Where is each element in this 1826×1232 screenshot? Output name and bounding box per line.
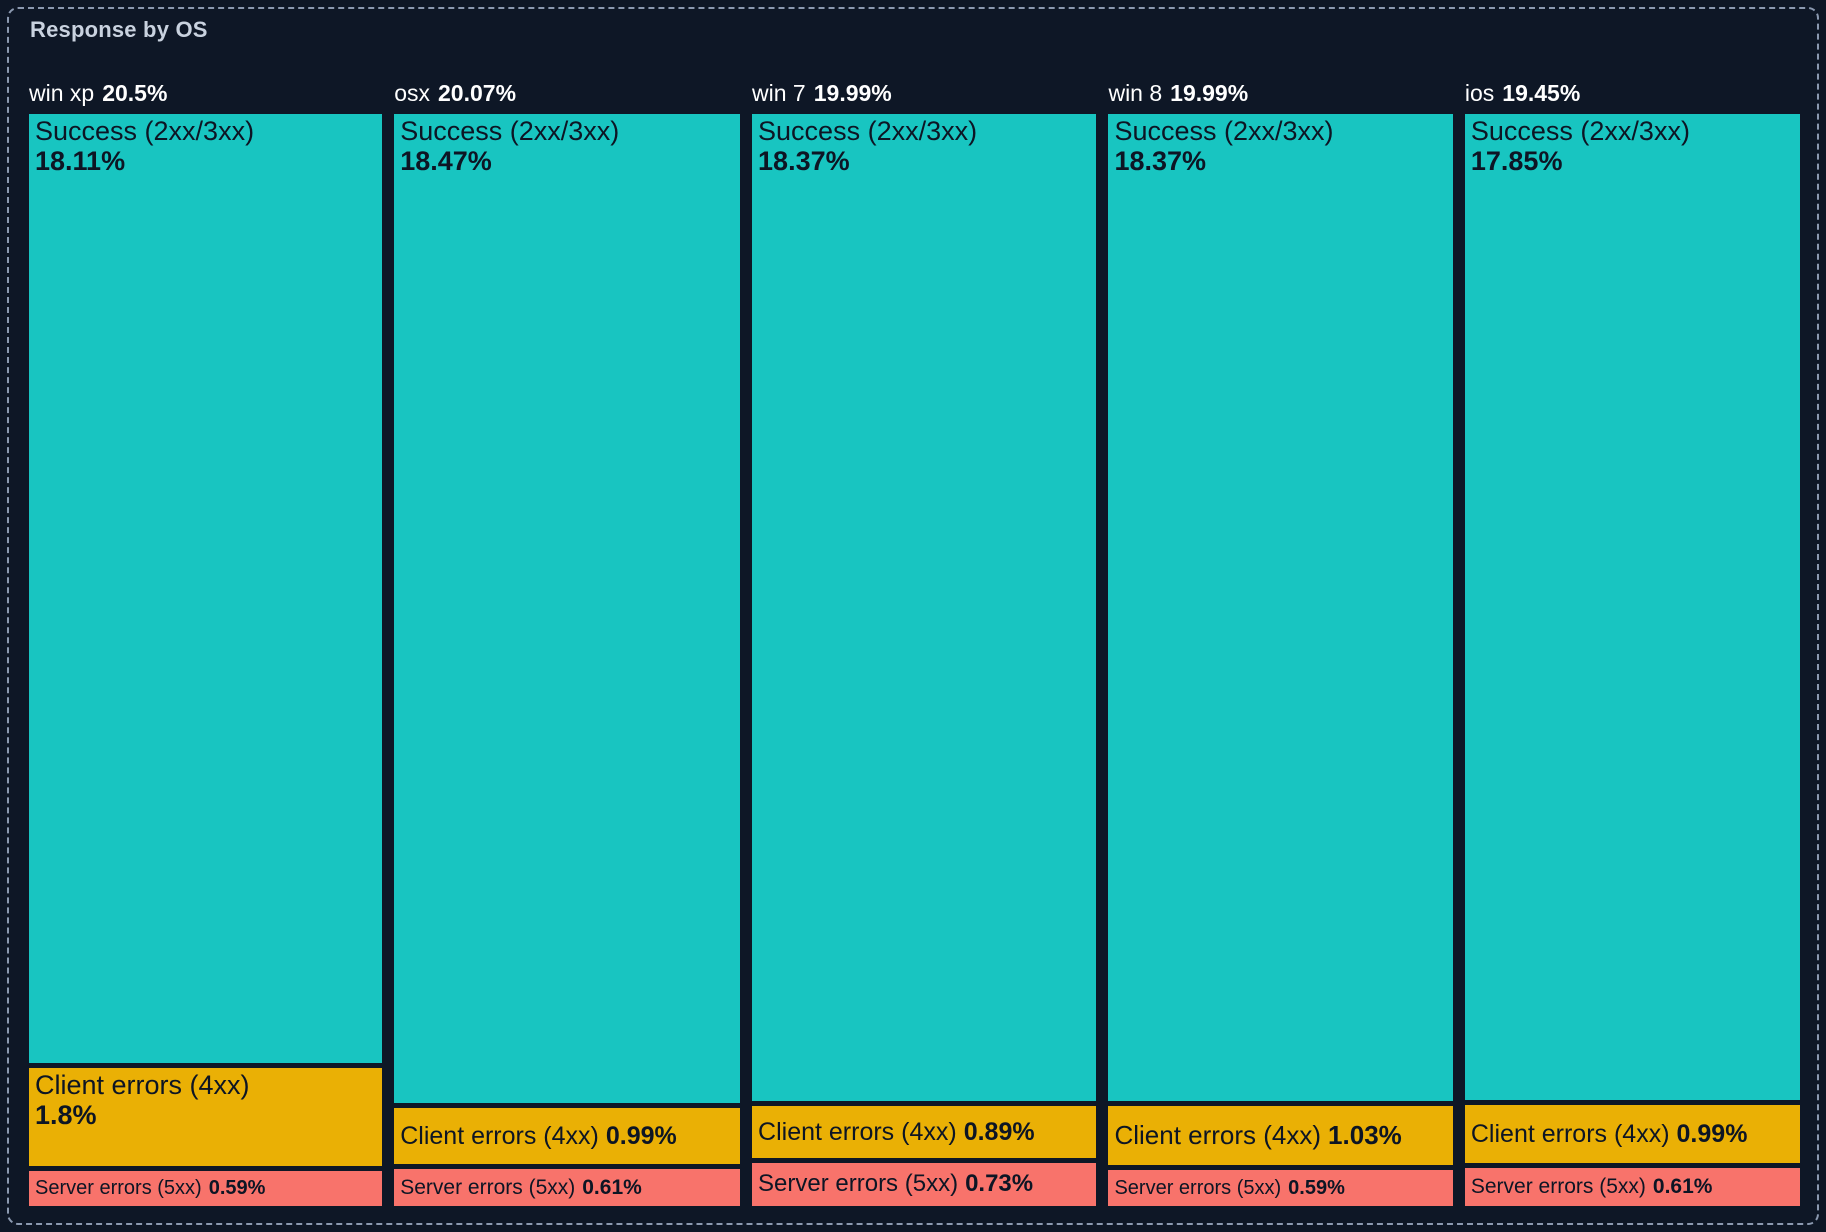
segment-value: 0.61% [1652,1175,1713,1199]
segment-label: Server errors (5xx) [35,1177,202,1200]
segment-stack: Success (2xx/3xx) 18.47% Client errors (… [394,114,741,1206]
segment-value: 18.11% [35,146,126,177]
segment-success[interactable]: Success (2xx/3xx) 18.37% [1108,114,1453,1102]
segment-label: Client errors (4xx) [1114,1120,1322,1151]
group-header: win 7 19.99% [752,65,1096,114]
segment-label: Success (2xx/3xx) [758,116,978,146]
segment-value: 17.85% [1470,146,1563,177]
group-header: win xp 20.5% [29,65,382,114]
segment-value: 0.89% [963,1118,1035,1147]
segment-client-errors[interactable]: Client errors (4xx) 0.99% [1464,1104,1800,1164]
segment-stack: Success (2xx/3xx) 17.85% Client errors (… [1464,114,1800,1207]
group-total: 19.99% [813,80,892,106]
group-name: win 8 [1108,80,1163,106]
segment-server-errors[interactable]: Server errors (5xx) 0.61% [1464,1168,1800,1207]
segment-label: Client errors (4xx) [35,1070,250,1101]
segment-label: Client errors (4xx) [1470,1120,1670,1149]
segment-success[interactable]: Success (2xx/3xx) 18.11% [29,114,383,1064]
segment-label: Server errors (5xx) [1470,1175,1646,1199]
group-total: 19.99% [1170,80,1249,106]
treemap-group-ios: ios 19.45% Success (2xx/3xx) 17.85% Clie… [1464,65,1800,1207]
segment-client-errors[interactable]: Client errors (4xx) 0.99% [394,1107,741,1165]
segment-success[interactable]: Success (2xx/3xx) 18.47% [394,114,741,1103]
segment-label: Success (2xx/3xx) [35,116,255,146]
group-total: 20.07% [438,80,517,106]
segment-label: Client errors (4xx) [758,1118,957,1147]
group-name: win xp [29,80,95,106]
group-total: 19.45% [1502,80,1581,106]
segment-value: 0.99% [1676,1120,1748,1149]
segment-value: 0.59% [1288,1177,1345,1199]
group-total: 20.5% [102,80,168,106]
segment-client-errors[interactable]: Client errors (4xx) 1.03% [1108,1106,1453,1166]
segment-label: Success (2xx/3xx) [400,116,620,146]
group-header: win 8 19.99% [1108,65,1452,114]
segment-client-errors[interactable]: Client errors (4xx) 1.8% [29,1068,383,1167]
segment-server-errors[interactable]: Server errors (5xx) 0.73% [752,1162,1097,1206]
segment-stack: Success (2xx/3xx) 18.11% Client errors (… [29,114,383,1206]
segment-value: 1.03% [1328,1120,1402,1151]
segment-success[interactable]: Success (2xx/3xx) 18.37% [752,114,1097,1102]
segment-server-errors[interactable]: Server errors (5xx) 0.59% [29,1171,383,1206]
segment-label: Success (2xx/3xx) [1114,116,1334,146]
segment-value: 0.99% [605,1122,677,1151]
segment-client-errors[interactable]: Client errors (4xx) 0.89% [752,1106,1097,1158]
segment-label: Success (2xx/3xx) [1470,116,1690,146]
group-name: ios [1464,80,1495,106]
group-header: osx 20.07% [394,65,740,114]
segment-value: 18.37% [1114,146,1207,177]
segment-value: 0.73% [965,1170,1034,1198]
segment-label: Server errors (5xx) [1114,1177,1282,1199]
segment-server-errors[interactable]: Server errors (5xx) 0.61% [394,1169,741,1206]
segment-value: 0.61% [582,1175,642,1199]
segment-label: Server errors (5xx) [400,1175,576,1199]
group-name: osx [394,80,431,106]
segment-value: 1.8% [35,1100,97,1131]
group-name: win 7 [752,80,806,106]
segment-success[interactable]: Success (2xx/3xx) 17.85% [1464,114,1800,1100]
treemap-chart: win xp 20.5% Success (2xx/3xx) 18.11% Cl… [29,65,1800,1207]
segment-label: Server errors (5xx) [758,1170,959,1198]
segment-server-errors[interactable]: Server errors (5xx) 0.59% [1108,1170,1453,1206]
treemap-group-win-xp: win xp 20.5% Success (2xx/3xx) 18.11% Cl… [29,65,383,1206]
segment-value: 18.37% [758,146,850,177]
segment-stack: Success (2xx/3xx) 18.37% Client errors (… [752,114,1097,1206]
treemap-group-win-7: win 7 19.99% Success (2xx/3xx) 18.37% Cl… [752,65,1097,1206]
treemap-group-win-8: win 8 19.99% Success (2xx/3xx) 18.37% Cl… [1108,65,1453,1206]
segment-value: 18.47% [400,146,492,177]
segment-value: 0.59% [208,1177,266,1200]
group-header: ios 19.45% [1465,65,1800,114]
segment-label: Client errors (4xx) [400,1122,599,1151]
panel-title: Response by OS [30,17,208,42]
treemap-group-osx: osx 20.07% Success (2xx/3xx) 18.47% Clie… [394,65,741,1206]
segment-stack: Success (2xx/3xx) 18.37% Client errors (… [1108,114,1453,1206]
